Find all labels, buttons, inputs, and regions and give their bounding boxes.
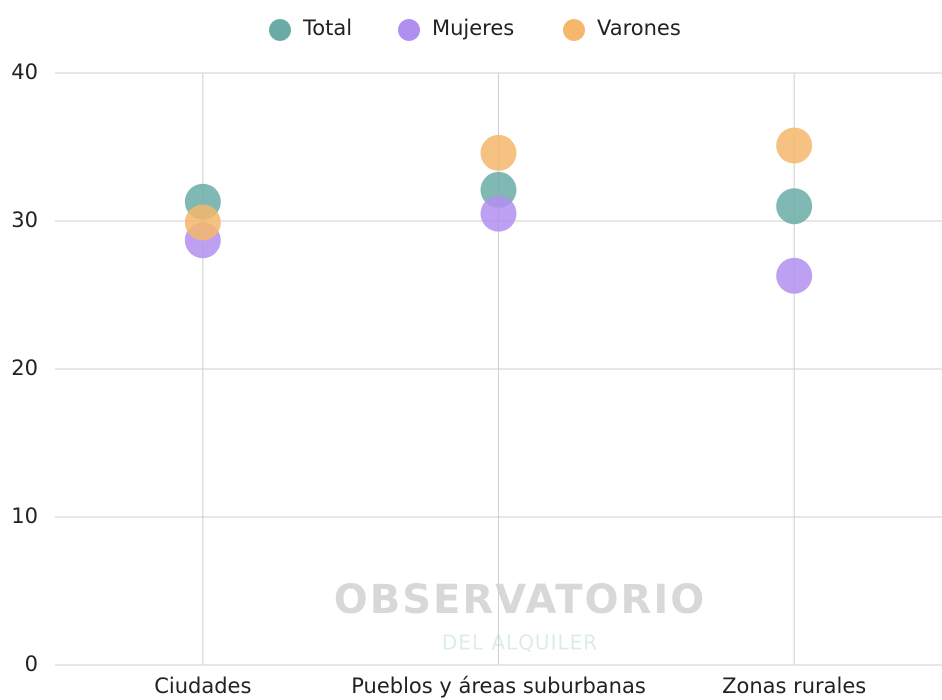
- legend-label: Total: [302, 16, 352, 40]
- dot: [776, 257, 813, 294]
- y-tick-label: 0: [25, 652, 38, 676]
- legend-swatch: [398, 19, 420, 41]
- dot: [776, 127, 813, 164]
- y-tick-label: 30: [11, 208, 38, 232]
- y-tick-label: 10: [11, 504, 38, 528]
- dot: [184, 204, 221, 241]
- y-tick-label: 40: [11, 60, 38, 84]
- dot: [776, 188, 813, 225]
- watermark-subtitle: DEL ALQUILER: [442, 631, 598, 655]
- x-tick-label: Pueblos y áreas suburbanas: [351, 674, 646, 698]
- x-tick-label: Ciudades: [154, 674, 251, 698]
- legend-label: Varones: [597, 16, 681, 40]
- dot: [480, 195, 517, 232]
- legend-label: Mujeres: [432, 16, 514, 40]
- watermark: OBSERVATORIO: [334, 577, 707, 623]
- x-tick-label: Zonas rurales: [722, 674, 866, 698]
- y-tick-label: 20: [11, 356, 38, 380]
- legend-swatch: [563, 19, 585, 41]
- legend-swatch: [269, 19, 291, 41]
- dot: [480, 134, 517, 171]
